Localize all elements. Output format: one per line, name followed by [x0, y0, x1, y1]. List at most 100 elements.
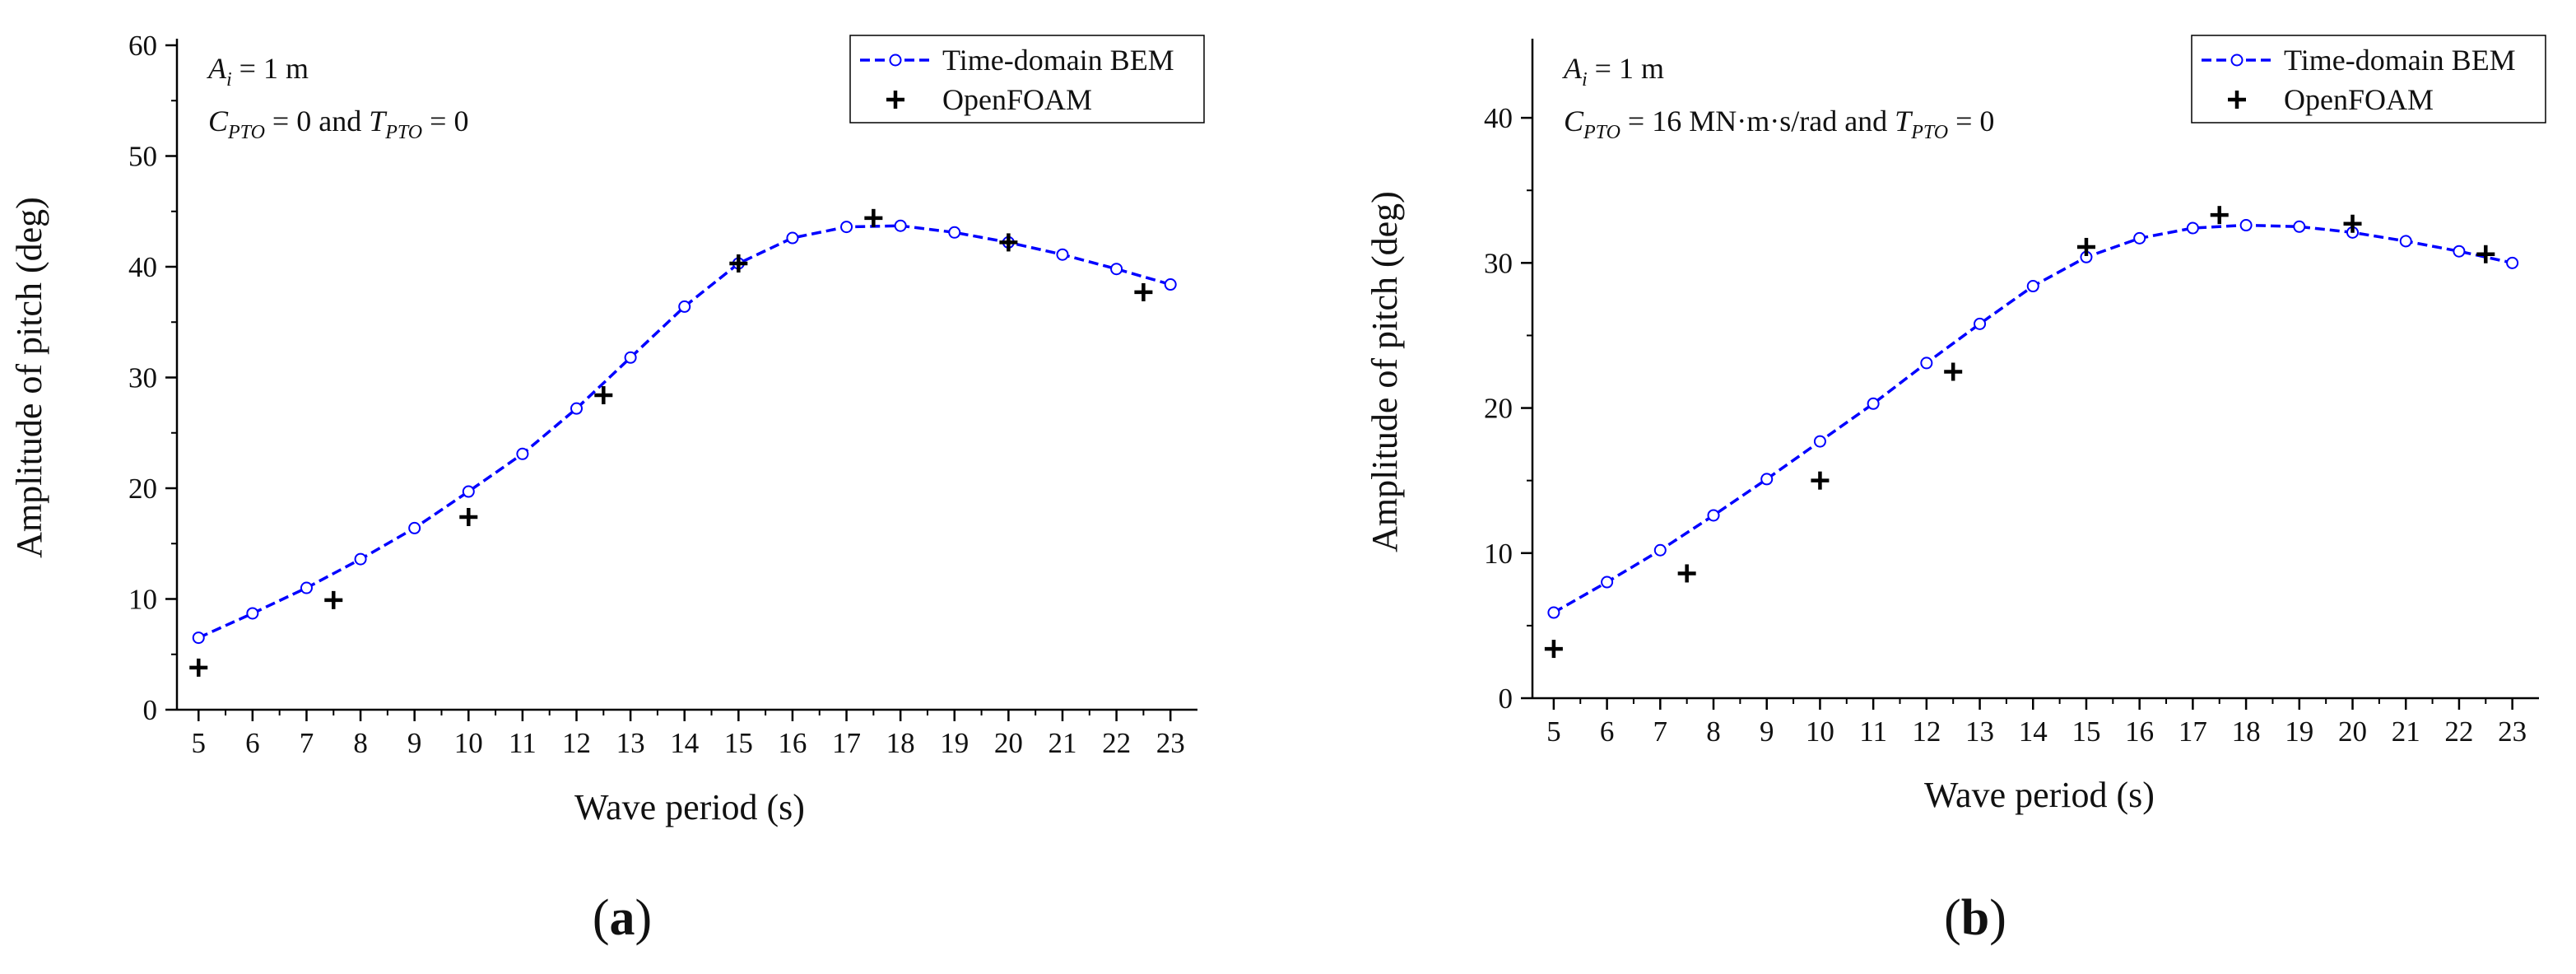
t-symbol: T — [1895, 105, 1913, 137]
x-tick-label: 6 — [1600, 715, 1615, 748]
x-tick-label: 23 — [1156, 727, 1185, 759]
bem-data-point — [1653, 543, 1667, 557]
x-tick-label: 14 — [2019, 715, 2048, 748]
x-tick-label: 12 — [1912, 715, 1941, 748]
y-tick-label: 10 — [1484, 538, 1513, 570]
bem-data-point — [2186, 221, 2199, 235]
x-tick-label: 11 — [509, 727, 537, 759]
legend-bem-label: Time-domain BEM — [2284, 44, 2516, 77]
annotation-amplitude: Ai = 1 m — [207, 52, 309, 91]
openfoam-data-point — [594, 386, 613, 405]
bem-data-point — [894, 219, 907, 232]
c-subscript: PTO — [1583, 122, 1620, 143]
bem-data-point — [1974, 317, 1987, 330]
legend-box — [2191, 35, 2546, 123]
x-tick-label: 14 — [670, 727, 699, 759]
chart-panel-b: 5 6 7 8 9 10 11 12 13 14 15 16 17 18 19 20 21 22 23 0 10 20 30… — [1365, 35, 2546, 946]
bem-data-point — [840, 221, 853, 234]
openfoam-data-point — [2076, 237, 2095, 256]
bem-data-point — [678, 300, 691, 313]
bem-data-point — [354, 552, 367, 566]
x-tick-label: 17 — [832, 727, 861, 759]
chart-panel-a: 5 6 7 8 9 10 11 12 13 14 15 16 17 18 19 20 21 22 23 0 10 20 30… — [9, 30, 1205, 946]
t-symbol: T — [369, 105, 388, 137]
x-tick-label: 16 — [778, 727, 807, 759]
openfoam-data-point — [729, 254, 748, 273]
legend-bem-label: Time-domain BEM — [942, 44, 1174, 77]
bem-data-point — [1760, 473, 1774, 486]
x-tick-label: 13 — [1965, 715, 1994, 748]
x-tick-label: 15 — [2071, 715, 2100, 748]
y-tick-label: 20 — [128, 473, 157, 505]
y-tick-label: 30 — [128, 362, 157, 394]
bem-series-line — [198, 224, 1171, 640]
openfoam-data-point — [2210, 206, 2229, 225]
openfoam-data-point — [459, 507, 478, 526]
bem-data-point — [1920, 357, 1933, 370]
c-symbol: C — [1564, 105, 1584, 137]
bem-data-point — [1867, 397, 1880, 410]
bem-data-point — [246, 607, 259, 620]
bem-data-point — [1547, 606, 1560, 619]
x-tick-label: 18 — [2232, 715, 2261, 748]
x-tick-label: 23 — [2498, 715, 2527, 748]
openfoam-data-point — [1944, 362, 1963, 381]
panel-letter: a — [610, 890, 635, 946]
x-tick-label: 22 — [1102, 727, 1131, 759]
bem-data-point — [516, 447, 529, 460]
y-axis-title: Amplitude of pitch (deg) — [9, 197, 49, 558]
y-tick-label: 60 — [128, 30, 157, 62]
openfoam-data-point — [1811, 471, 1830, 490]
y-tick-label: 50 — [128, 141, 157, 173]
y-tick-label: 0 — [143, 694, 158, 726]
openfoam-data-point — [1134, 282, 1153, 301]
openfoam-data-point — [1677, 564, 1696, 583]
legend-bem-marker — [2230, 54, 2244, 67]
x-tick-label: 9 — [407, 727, 422, 759]
amp-subscript: i — [226, 69, 232, 91]
bem-data-point — [2293, 220, 2306, 233]
bem-data-point — [300, 581, 313, 594]
c-value: = 0 and — [265, 105, 369, 137]
openfoam-data-point — [324, 590, 343, 609]
panel-paren-close: ) — [1989, 890, 2006, 946]
legend-bem-marker — [889, 54, 902, 67]
x-tick-label: 5 — [191, 727, 206, 759]
legend: Time-domain BEM OpenFOAM — [849, 35, 1205, 123]
bem-data-point — [2026, 280, 2039, 293]
x-tick-label: 6 — [245, 727, 260, 759]
x-tick-label: 8 — [1706, 715, 1721, 748]
amp-symbol: A — [207, 52, 227, 85]
bem-data-point — [624, 351, 637, 364]
x-tick-label: 9 — [1760, 715, 1774, 748]
legend-openfoam-label: OpenFOAM — [942, 83, 1092, 116]
annotation-amplitude: Ai = 1 m — [1562, 52, 1664, 91]
x-axis-title: Wave period (s) — [1924, 775, 2155, 815]
x-tick-label: 11 — [1859, 715, 1887, 748]
annotation-pto: CPTO = 0 and TPTO = 0 — [208, 105, 468, 143]
x-tick-label: 20 — [2338, 715, 2367, 748]
x-tick-label: 21 — [1048, 727, 1076, 759]
panel-letter: b — [1961, 890, 1989, 946]
bem-data-point — [1813, 435, 1826, 448]
panel-label: (b) — [1944, 890, 2006, 946]
panel-label: (a) — [593, 890, 652, 946]
bem-data-point — [1164, 278, 1177, 291]
y-tick-label: 20 — [1484, 393, 1513, 425]
c-value: = 16 MN·m·s/rad and — [1620, 105, 1895, 137]
x-tick-label: 5 — [1546, 715, 1561, 748]
openfoam-data-point — [1544, 640, 1563, 659]
bem-data-point — [570, 402, 584, 415]
panel-paren-close: ) — [635, 890, 653, 946]
y-tick-label: 40 — [1484, 102, 1513, 134]
x-tick-label: 21 — [2392, 715, 2420, 748]
bem-data-point — [786, 231, 799, 245]
x-tick-label: 19 — [2285, 715, 2313, 748]
openfoam-data-point — [864, 208, 883, 227]
bem-data-point — [2239, 219, 2253, 232]
x-tick-label: 12 — [562, 727, 591, 759]
bem-data-point — [1601, 576, 1614, 589]
x-tick-label: 13 — [616, 727, 645, 759]
x-tick-label: 10 — [1806, 715, 1834, 748]
